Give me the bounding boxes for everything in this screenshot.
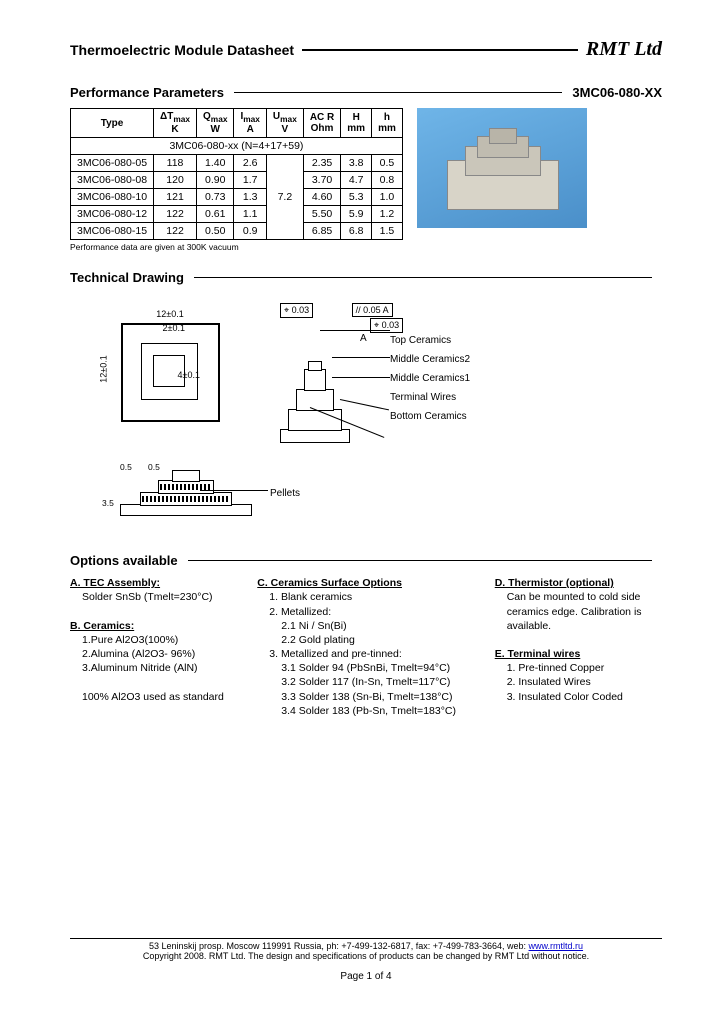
- table-row: 3MC06-080-081200.901.73.704.70.8: [71, 172, 403, 189]
- opt-b-2: 2.Alumina (Al2O3- 96%): [82, 647, 237, 661]
- dim-b2: 0.5: [120, 462, 132, 472]
- company-name: RMT Ltd: [586, 38, 662, 61]
- th-type: Type: [71, 109, 154, 138]
- doc-title: Thermoelectric Module Datasheet: [70, 42, 294, 58]
- product-photo: [417, 108, 587, 228]
- th-r: AC ROhm: [303, 109, 340, 138]
- tech-title: Technical Drawing: [70, 270, 184, 285]
- opt-b-note: 100% Al2O3 used as standard: [82, 690, 237, 704]
- dim-side: 12±0.1: [99, 355, 109, 382]
- opt-e-h: E. Terminal wires: [495, 647, 662, 661]
- opt-c-1: 1. Blank ceramics: [269, 590, 474, 604]
- opt-c-2: 2. Metallized:: [269, 605, 474, 619]
- header: Thermoelectric Module Datasheet RMT Ltd: [70, 38, 662, 61]
- opt-c-33: 3.3 Solder 138 (Sn-Bi, Tmelt=138°C): [281, 690, 474, 704]
- opt-c-3: 3. Metallized and pre-tinned:: [269, 647, 474, 661]
- top-view: 12±0.1 2±0.1 4±0.1 12±0.1: [110, 309, 230, 422]
- opt-e-3: 3. Insulated Color Coded: [507, 690, 662, 704]
- th-dt: ΔTmaxK: [154, 109, 197, 138]
- lbl-mid1: Middle Ceramics1: [390, 369, 470, 388]
- perf-title: Performance Parameters: [70, 85, 224, 100]
- span-row: 3MC06-080-xx (N=4+17+59): [71, 138, 403, 155]
- perf-note: Performance data are given at 300K vacuu…: [70, 242, 403, 252]
- opt-c-34: 3.4 Solder 183 (Pb-Sn, Tmelt=183°C): [281, 704, 474, 718]
- opt-a-h: A. TEC Assembly:: [70, 576, 237, 590]
- th-H: Hmm: [341, 109, 372, 138]
- technical-drawing: 12±0.1 2±0.1 4±0.1 12±0.1 ⌖ 0.03 // 0.05…: [100, 293, 662, 543]
- opt-c-21: 2.1 Ni / Sn(Bi): [281, 619, 474, 633]
- opt-b-1: 1.Pure Al2O3(100%): [82, 633, 237, 647]
- section-technical: Technical Drawing: [70, 270, 662, 285]
- tol1: ⌖ 0.03: [280, 303, 313, 318]
- opt-d-h: D. Thermistor (optional): [495, 576, 662, 590]
- dim-inner2: 4±0.1: [178, 370, 200, 380]
- options-block: A. TEC Assembly: Solder SnSb (Tmelt=230°…: [70, 576, 662, 718]
- lbl-mid2: Middle Ceramics2: [390, 350, 470, 369]
- opt-b-h: B. Ceramics:: [70, 619, 237, 633]
- th-u: UmaxV: [266, 109, 303, 138]
- lbl-wires: Terminal Wires: [390, 388, 470, 407]
- table-row: 3MC06-080-101210.731.34.605.31.0: [71, 189, 403, 206]
- perf-rule: [234, 92, 562, 93]
- opt-b-3: 3.Aluminum Nitride (AlN): [82, 661, 237, 675]
- side-view: ⌖ 0.03 // 0.05 A ⌖ 0.03 A To: [280, 303, 580, 449]
- page-number: Page 1 of 4: [70, 971, 662, 982]
- lbl-pellets: Pellets: [270, 488, 300, 499]
- part-number: 3MC06-080-XX: [572, 85, 662, 100]
- footer-copy: Copyright 2008. RMT Ltd. The design and …: [70, 951, 662, 961]
- header-rule: [302, 49, 578, 51]
- opt-d-1: Can be mounted to cold side ceramics edg…: [507, 590, 662, 633]
- footer-addr: 53 Leninskij prosp. Moscow 119991 Russia…: [149, 941, 529, 951]
- bottom-view: Pellets 3.5 0.5 0.5: [120, 468, 320, 516]
- dim-b3: 0.5: [148, 462, 160, 472]
- datum-a: A: [360, 333, 367, 344]
- opt-c-h: C. Ceramics Surface Options: [257, 576, 474, 590]
- th-q: QmaxW: [197, 109, 234, 138]
- th-h: hmm: [372, 109, 403, 138]
- opt-e-1: 1. Pre-tinned Copper: [507, 661, 662, 675]
- opt-c-31: 3.1 Solder 94 (PbSnBi, Tmelt=94°C): [281, 661, 474, 675]
- table-row: 3MC06-080-121220.611.15.505.91.2: [71, 206, 403, 223]
- table-row: 3MC06-080-151220.500.96.856.81.5: [71, 223, 403, 240]
- dim-b1: 3.5: [102, 498, 114, 508]
- dim-top: 12±0.1: [110, 309, 230, 319]
- opt-c-32: 3.2 Solder 117 (In-Sn, Tmelt=117°C): [281, 675, 474, 689]
- table-row: 3MC06-080-051181.402.67.22.353.80.5: [71, 155, 403, 172]
- opt-c-22: 2.2 Gold plating: [281, 633, 474, 647]
- opts-rule: [188, 560, 652, 561]
- th-i: ImaxA: [234, 109, 266, 138]
- tol2: // 0.05 A: [352, 303, 393, 317]
- footer: 53 Leninskij prosp. Moscow 119991 Russia…: [70, 938, 662, 982]
- section-options: Options available: [70, 553, 662, 568]
- opt-e-2: 2. Insulated Wires: [507, 675, 662, 689]
- lbl-top-ceramics: Top Ceramics: [390, 331, 470, 350]
- lbl-bottom: Bottom Ceramics: [390, 407, 470, 426]
- footer-link[interactable]: www.rmtltd.ru: [529, 941, 584, 951]
- opt-a-1: Solder SnSb (Tmelt=230°C): [82, 590, 237, 604]
- performance-table: Type ΔTmaxK QmaxW ImaxA UmaxV AC ROhm Hm…: [70, 108, 403, 240]
- tech-rule: [194, 277, 652, 278]
- section-performance: Performance Parameters 3MC06-080-XX: [70, 85, 662, 100]
- opts-title: Options available: [70, 553, 178, 568]
- dim-inner: 2±0.1: [163, 323, 185, 333]
